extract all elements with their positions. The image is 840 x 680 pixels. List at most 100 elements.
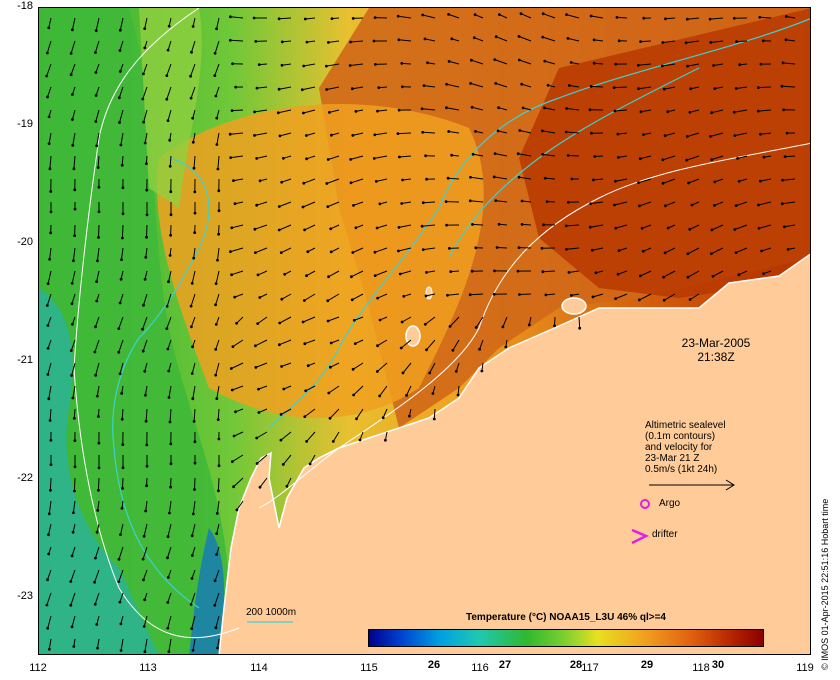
velocity-vector-head xyxy=(331,440,335,443)
velocity-vector-head xyxy=(421,13,425,17)
velocity-vector-head xyxy=(689,87,693,91)
velocity-vector-head xyxy=(301,320,305,324)
velocity-vector xyxy=(120,132,124,146)
velocity-vector xyxy=(398,39,412,42)
velocity-vector xyxy=(400,339,412,349)
velocity-vector xyxy=(424,38,436,42)
velocity-vector-head xyxy=(688,298,692,301)
velocity-vector-head xyxy=(280,40,284,44)
velocity-vector-head xyxy=(591,295,595,299)
velocity-vector-head xyxy=(351,134,355,137)
velocity-vector xyxy=(424,316,436,325)
velocity-vector-head xyxy=(217,489,220,493)
australia-landmass xyxy=(218,253,810,654)
velocity-vector-head xyxy=(254,366,258,369)
velocity-vector xyxy=(497,247,508,249)
velocity-vector-head xyxy=(255,86,259,90)
velocity-vector xyxy=(282,454,292,465)
velocity-vector xyxy=(255,339,268,347)
velocity-vector xyxy=(353,201,364,206)
velocity-vector xyxy=(495,153,508,157)
velocity-vector xyxy=(402,362,412,374)
velocity-vector xyxy=(406,385,412,396)
velocity-vector xyxy=(332,431,340,442)
velocity-vector-head xyxy=(117,96,121,100)
time-text: 21:38Z xyxy=(697,350,735,364)
velocity-vector xyxy=(167,40,172,51)
velocity-vector-head xyxy=(612,86,616,89)
velocity-vector xyxy=(330,247,340,253)
velocity-vector-head xyxy=(734,204,738,208)
velocity-vector xyxy=(230,247,244,253)
velocity-vector-head xyxy=(470,269,474,273)
velocity-vector-head xyxy=(47,552,51,556)
velocity-vector-head xyxy=(423,322,427,326)
velocity-vector xyxy=(233,431,244,437)
velocity-vector-head xyxy=(616,132,620,136)
sst-map-svg xyxy=(39,8,810,654)
velocity-vector-head xyxy=(142,534,146,538)
colorbar-tick: 26 xyxy=(427,659,441,671)
velocity-vector-head xyxy=(253,227,257,231)
velocity-vector-head xyxy=(117,557,121,561)
velocity-vector-head xyxy=(327,41,330,44)
velocity-vector-head xyxy=(306,364,310,368)
velocity-vector-head xyxy=(232,434,236,438)
velocity-vector xyxy=(352,132,364,136)
velocity-vector xyxy=(518,35,532,42)
velocity-vector xyxy=(398,247,412,252)
velocity-vector xyxy=(618,155,628,158)
velocity-vector-head xyxy=(169,442,173,446)
velocity-vector xyxy=(281,247,292,254)
velocity-vector xyxy=(521,83,532,88)
velocity-vector-head xyxy=(686,252,690,256)
velocity-vector-head xyxy=(49,463,53,466)
velocity-vector xyxy=(46,592,52,606)
velocity-vector-head xyxy=(213,603,217,607)
velocity-vector xyxy=(143,293,148,306)
velocity-vector-head xyxy=(72,259,75,263)
colorbar-title: Temperature (°C) NOAA15_L3U 46% ql>=4 xyxy=(466,612,666,623)
velocity-vector-head xyxy=(234,410,237,414)
velocity-vector-head xyxy=(470,58,473,62)
velocity-vector-head xyxy=(420,107,424,111)
velocity-vector-head xyxy=(454,370,458,373)
velocity-vector-head xyxy=(396,132,400,135)
velocity-vector-head xyxy=(685,158,689,162)
velocity-vector-head xyxy=(588,225,592,229)
velocity-vector-head xyxy=(448,247,451,250)
velocity-vector-head xyxy=(445,106,448,110)
velocity-vector xyxy=(192,638,196,651)
velocity-vector xyxy=(471,59,484,65)
velocity-vector xyxy=(96,270,100,282)
velocity-vector xyxy=(449,316,460,327)
velocity-vector-head xyxy=(230,226,234,230)
velocity-vector xyxy=(70,40,76,54)
velocity-vector-head xyxy=(190,534,194,538)
velocity-vector-head xyxy=(305,440,308,443)
velocity-vector-head xyxy=(303,17,307,21)
hot-water-region xyxy=(519,8,810,298)
velocity-vector-head xyxy=(190,50,193,54)
velocity-vector xyxy=(592,293,604,298)
velocity-vector xyxy=(191,40,196,53)
velocity-vector-head xyxy=(165,327,169,330)
velocity-vector-head xyxy=(639,110,643,114)
velocity-vector xyxy=(48,523,52,535)
velocity-vector-head xyxy=(192,256,196,260)
velocity-vector-head xyxy=(708,17,712,21)
velocity-vector xyxy=(96,385,100,397)
velocity-vector-head xyxy=(480,369,484,373)
velocity-vector xyxy=(329,408,340,419)
velocity-vector xyxy=(142,569,148,581)
velocity-vector-head xyxy=(70,302,74,305)
velocity-vector xyxy=(689,109,700,113)
velocity-vector-head xyxy=(214,282,218,285)
velocity-vector-head xyxy=(117,580,121,583)
velocity-vector-head xyxy=(216,167,220,171)
velocity-vector xyxy=(230,16,244,19)
velocity-vector-head xyxy=(780,84,784,88)
velocity-vector xyxy=(426,339,436,351)
velocity-vector-head xyxy=(144,419,148,423)
velocity-vector-head xyxy=(760,249,763,253)
